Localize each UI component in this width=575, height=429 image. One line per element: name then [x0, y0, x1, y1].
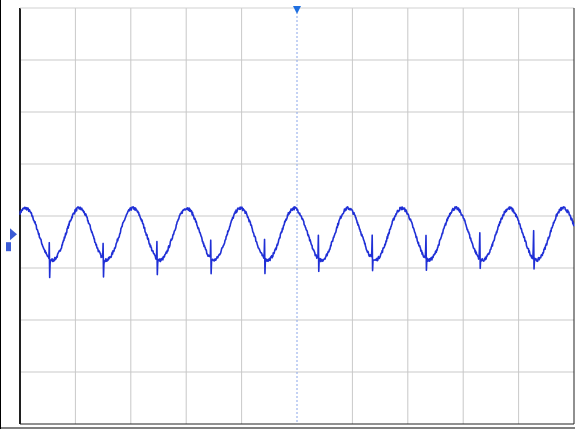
channel-marker-tick [6, 242, 11, 252]
channel-ground-marker [10, 228, 17, 241]
trigger-marker [293, 6, 301, 14]
series-layer [19, 205, 575, 279]
marker-layer [6, 6, 301, 252]
series-line [19, 205, 575, 279]
